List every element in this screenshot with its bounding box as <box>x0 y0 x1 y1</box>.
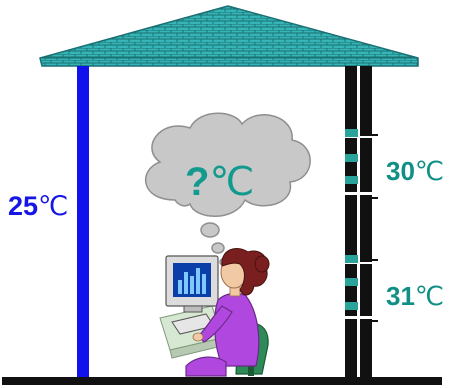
right-upper-temperature-unit: ℃ <box>415 156 444 186</box>
right-lower-temperature-value: 31 <box>386 281 415 311</box>
cloud-temperature-label: ?℃ <box>185 162 254 202</box>
right-lower-temperature-label: 31℃ <box>386 283 444 309</box>
roof-icon <box>40 6 418 66</box>
left-temperature-value: 25 <box>8 191 38 221</box>
right-upper-temperature-value: 30 <box>386 156 415 186</box>
right-wall-column <box>343 66 378 380</box>
right-lower-temperature-unit: ℃ <box>415 281 444 311</box>
cloud-question-mark: ? <box>185 160 209 204</box>
cloud-temperature-unit: ℃ <box>209 160 254 204</box>
right-upper-temperature-label: 30℃ <box>386 158 444 184</box>
floor-line <box>2 377 442 385</box>
left-temperature-unit: ℃ <box>38 191 68 221</box>
left-wall-column <box>77 66 89 380</box>
left-temperature-label: 25℃ <box>8 193 68 220</box>
